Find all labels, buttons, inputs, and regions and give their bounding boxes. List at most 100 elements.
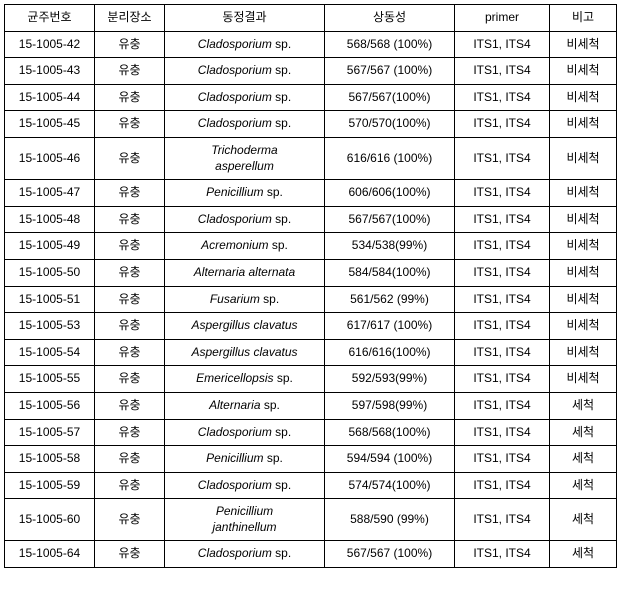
cell-note: 비세척	[550, 286, 617, 313]
cell-id: 15-1005-48	[5, 206, 95, 233]
col-header-homo: 상동성	[325, 5, 455, 32]
table-row: 15-1005-44유충Cladosporium sp.567/567(100%…	[5, 84, 617, 111]
cell-loc: 유충	[95, 472, 165, 499]
cell-homo: 534/538(99%)	[325, 233, 455, 260]
table-row: 15-1005-55유충Emericellopsis sp.592/593(99…	[5, 366, 617, 393]
table-row: 15-1005-54유충Aspergillus clavatus616/616(…	[5, 339, 617, 366]
cell-primer: ITS1, ITS4	[455, 339, 550, 366]
table-row: 15-1005-51유충Fusarium sp.561/562 (99%)ITS…	[5, 286, 617, 313]
cell-note: 비세척	[550, 259, 617, 286]
cell-id: 15-1005-43	[5, 58, 95, 85]
table-row: 15-1005-59유충Cladosporium sp.574/574(100%…	[5, 472, 617, 499]
cell-primer: ITS1, ITS4	[455, 286, 550, 313]
cell-id: 15-1005-53	[5, 313, 95, 340]
cell-ident: Aspergillus clavatus	[165, 339, 325, 366]
table-row: 15-1005-45유충Cladosporium sp.570/570(100%…	[5, 111, 617, 138]
cell-note: 비세척	[550, 313, 617, 340]
cell-loc: 유충	[95, 366, 165, 393]
cell-loc: 유충	[95, 541, 165, 568]
cell-ident: Cladosporium sp.	[165, 541, 325, 568]
cell-homo: 616/616 (100%)	[325, 137, 455, 179]
cell-primer: ITS1, ITS4	[455, 446, 550, 473]
cell-homo: 568/568 (100%)	[325, 31, 455, 58]
col-header-primer: primer	[455, 5, 550, 32]
table-row: 15-1005-42유충Cladosporium sp.568/568 (100…	[5, 31, 617, 58]
col-header-loc: 분리장소	[95, 5, 165, 32]
cell-homo: 567/567(100%)	[325, 84, 455, 111]
cell-homo: 584/584(100%)	[325, 259, 455, 286]
cell-loc: 유충	[95, 313, 165, 340]
table-row: 15-1005-64유충Cladosporium sp.567/567 (100…	[5, 541, 617, 568]
cell-note: 비세척	[550, 31, 617, 58]
cell-id: 15-1005-55	[5, 366, 95, 393]
cell-note: 비세척	[550, 180, 617, 207]
cell-ident: Cladosporium sp.	[165, 472, 325, 499]
cell-homo: 567/567(100%)	[325, 206, 455, 233]
cell-ident: Acremonium sp.	[165, 233, 325, 260]
cell-ident: Cladosporium sp.	[165, 31, 325, 58]
cell-note: 세척	[550, 541, 617, 568]
cell-note: 세척	[550, 446, 617, 473]
cell-id: 15-1005-60	[5, 499, 95, 541]
cell-loc: 유충	[95, 84, 165, 111]
cell-homo: 617/617 (100%)	[325, 313, 455, 340]
cell-loc: 유충	[95, 58, 165, 85]
cell-homo: 567/567 (100%)	[325, 541, 455, 568]
cell-primer: ITS1, ITS4	[455, 392, 550, 419]
cell-primer: ITS1, ITS4	[455, 206, 550, 233]
table-row: 15-1005-53유충Aspergillus clavatus617/617 …	[5, 313, 617, 340]
cell-id: 15-1005-46	[5, 137, 95, 179]
cell-ident: Cladosporium sp.	[165, 111, 325, 138]
cell-note: 세척	[550, 419, 617, 446]
cell-ident: Penicillium sp.	[165, 180, 325, 207]
cell-homo: 567/567 (100%)	[325, 58, 455, 85]
cell-primer: ITS1, ITS4	[455, 58, 550, 85]
table-row: 15-1005-46유충Trichodermaasperellum616/616…	[5, 137, 617, 179]
cell-loc: 유충	[95, 233, 165, 260]
cell-loc: 유충	[95, 31, 165, 58]
cell-homo: 574/574(100%)	[325, 472, 455, 499]
cell-id: 15-1005-49	[5, 233, 95, 260]
col-header-note: 비고	[550, 5, 617, 32]
cell-note: 비세척	[550, 111, 617, 138]
cell-primer: ITS1, ITS4	[455, 233, 550, 260]
table-row: 15-1005-58유충Penicillium sp.594/594 (100%…	[5, 446, 617, 473]
cell-loc: 유충	[95, 419, 165, 446]
cell-primer: ITS1, ITS4	[455, 111, 550, 138]
cell-homo: 561/562 (99%)	[325, 286, 455, 313]
cell-loc: 유충	[95, 111, 165, 138]
cell-loc: 유충	[95, 392, 165, 419]
cell-note: 비세척	[550, 137, 617, 179]
cell-ident: Trichodermaasperellum	[165, 137, 325, 179]
cell-id: 15-1005-64	[5, 541, 95, 568]
strain-table: 균주번호 분리장소 동정결과 상동성 primer 비고 15-1005-42유…	[4, 4, 617, 568]
cell-note: 세척	[550, 392, 617, 419]
cell-note: 비세척	[550, 366, 617, 393]
cell-primer: ITS1, ITS4	[455, 180, 550, 207]
cell-homo: 606/606(100%)	[325, 180, 455, 207]
table-body: 15-1005-42유충Cladosporium sp.568/568 (100…	[5, 31, 617, 567]
cell-note: 비세척	[550, 233, 617, 260]
cell-primer: ITS1, ITS4	[455, 541, 550, 568]
cell-ident: Alternaria sp.	[165, 392, 325, 419]
cell-loc: 유충	[95, 206, 165, 233]
cell-ident: Cladosporium sp.	[165, 58, 325, 85]
table-head: 균주번호 분리장소 동정결과 상동성 primer 비고	[5, 5, 617, 32]
cell-id: 15-1005-57	[5, 419, 95, 446]
cell-note: 비세척	[550, 339, 617, 366]
cell-id: 15-1005-45	[5, 111, 95, 138]
cell-ident: Penicilliumjanthinellum	[165, 499, 325, 541]
cell-homo: 570/570(100%)	[325, 111, 455, 138]
cell-id: 15-1005-44	[5, 84, 95, 111]
cell-primer: ITS1, ITS4	[455, 472, 550, 499]
cell-note: 비세척	[550, 84, 617, 111]
cell-note: 비세척	[550, 58, 617, 85]
cell-homo: 616/616(100%)	[325, 339, 455, 366]
cell-primer: ITS1, ITS4	[455, 499, 550, 541]
cell-homo: 592/593(99%)	[325, 366, 455, 393]
table-row: 15-1005-56유충Alternaria sp.597/598(99%)IT…	[5, 392, 617, 419]
cell-loc: 유충	[95, 259, 165, 286]
cell-ident: Aspergillus clavatus	[165, 313, 325, 340]
cell-loc: 유충	[95, 180, 165, 207]
cell-id: 15-1005-51	[5, 286, 95, 313]
